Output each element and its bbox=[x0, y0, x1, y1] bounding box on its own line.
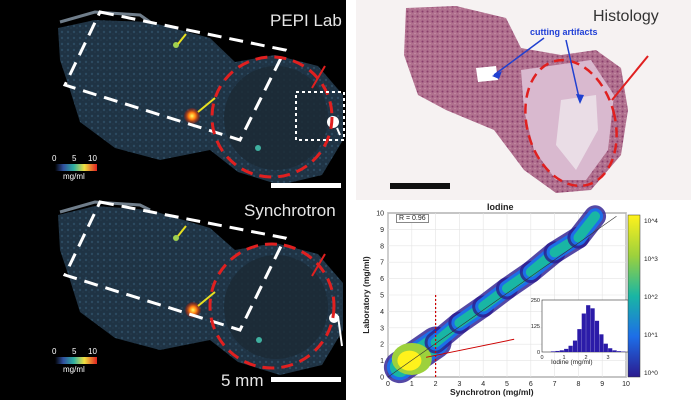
x-tick-label: 2 bbox=[434, 381, 438, 388]
colorbar-tick: 0 bbox=[52, 154, 56, 163]
histogram-bar bbox=[573, 341, 577, 352]
histogram-bar bbox=[604, 344, 608, 352]
colorbar-tick-label: 10^0 bbox=[644, 370, 658, 377]
x-tick-label: 7 bbox=[553, 381, 557, 388]
colorbar-bottom bbox=[55, 357, 97, 364]
histogram-bar bbox=[560, 350, 564, 352]
histogram-bar bbox=[555, 351, 559, 352]
heatmap-colorbar bbox=[628, 215, 640, 377]
inset-x-tick: 3 bbox=[606, 355, 609, 361]
colorbar-tick: 5 bbox=[72, 347, 76, 356]
right-svg: 012340125250 01234567891001234567891010^… bbox=[346, 0, 700, 400]
histogram-bar bbox=[613, 350, 617, 352]
x-tick-label: 10 bbox=[622, 381, 630, 388]
histogram-bar bbox=[551, 351, 555, 352]
colorbar-tick: 10 bbox=[88, 154, 97, 163]
y-tick-label: 10 bbox=[376, 211, 384, 218]
r-annotation: R = 0.96 bbox=[396, 214, 429, 223]
y-tick-label: 8 bbox=[380, 243, 384, 250]
histology-label: Histology bbox=[593, 8, 659, 26]
y-tick-label: 5 bbox=[380, 293, 384, 300]
synchrotron-label: Synchrotron bbox=[244, 201, 336, 221]
iodine-chart: 012340125250 01234567891001234567891010^… bbox=[376, 211, 658, 389]
colorbar-tick: 10 bbox=[88, 347, 97, 356]
inset-frame bbox=[542, 300, 630, 352]
y-tick-label: 9 bbox=[380, 227, 384, 234]
inset-y-tick: 250 bbox=[531, 298, 540, 304]
y-tick-label: 6 bbox=[380, 276, 384, 283]
x-axis-label: Synchrotron (mg/ml) bbox=[450, 387, 534, 397]
inset-x-label: Iodine (mg/ml) bbox=[551, 359, 593, 366]
histogram-bar bbox=[617, 351, 621, 352]
histogram-bar bbox=[591, 308, 595, 352]
right-panel: 012340125250 01234567891001234567891010^… bbox=[346, 0, 700, 400]
histogram-bar bbox=[564, 349, 568, 352]
x-tick-label: 0 bbox=[386, 381, 390, 388]
colorbar-top bbox=[55, 164, 97, 171]
y-tick-label: 4 bbox=[380, 309, 384, 316]
colorbar-unit: mg/ml bbox=[63, 172, 85, 181]
synchrotron-tissue bbox=[58, 202, 343, 375]
histogram-bar bbox=[595, 321, 599, 352]
ct-panel: PEPI Lab Synchrotron 5 mm 0 5 10 mg/ml 0… bbox=[0, 0, 346, 400]
histogram-bar bbox=[569, 346, 573, 352]
x-tick-label: 9 bbox=[600, 381, 604, 388]
histology-image bbox=[356, 0, 691, 200]
chart-title: Iodine bbox=[487, 202, 514, 212]
x-tick-label: 8 bbox=[576, 381, 580, 388]
colorbar-tick-label: 10^3 bbox=[644, 256, 658, 263]
histogram-bar bbox=[599, 334, 603, 352]
colorbar-tick: 5 bbox=[72, 154, 76, 163]
x-tick-label: 1 bbox=[410, 381, 414, 388]
histogram-bar bbox=[577, 329, 581, 352]
pepi-tissue bbox=[58, 12, 343, 185]
histogram-bar bbox=[608, 348, 612, 352]
scale-bar-label: 5 mm bbox=[221, 371, 264, 391]
inset-y-tick: 125 bbox=[531, 324, 540, 330]
y-tick-label: 0 bbox=[380, 375, 384, 382]
y-tick-label: 1 bbox=[380, 358, 384, 365]
y-tick-label: 3 bbox=[380, 325, 384, 332]
colorbar-tick-label: 10^1 bbox=[644, 332, 658, 339]
y-tick-label: 2 bbox=[380, 342, 384, 349]
pepi-label: PEPI Lab bbox=[270, 11, 342, 31]
histogram-bar bbox=[582, 314, 586, 352]
histogram-bar bbox=[586, 305, 590, 352]
colorbar-tick-label: 10^2 bbox=[644, 294, 658, 301]
inset-y-tick: 0 bbox=[537, 350, 540, 356]
colorbar-tick: 0 bbox=[52, 347, 56, 356]
inset-x-tick: 0 bbox=[540, 355, 543, 361]
y-axis-label: Laboratory (mg/ml) bbox=[361, 235, 371, 355]
ct-images bbox=[0, 0, 346, 400]
cutting-artifacts-label: cutting artifacts bbox=[530, 27, 598, 37]
colorbar-unit: mg/ml bbox=[63, 365, 85, 374]
y-tick-label: 7 bbox=[380, 260, 384, 267]
colorbar-tick-label: 10^4 bbox=[644, 218, 658, 225]
